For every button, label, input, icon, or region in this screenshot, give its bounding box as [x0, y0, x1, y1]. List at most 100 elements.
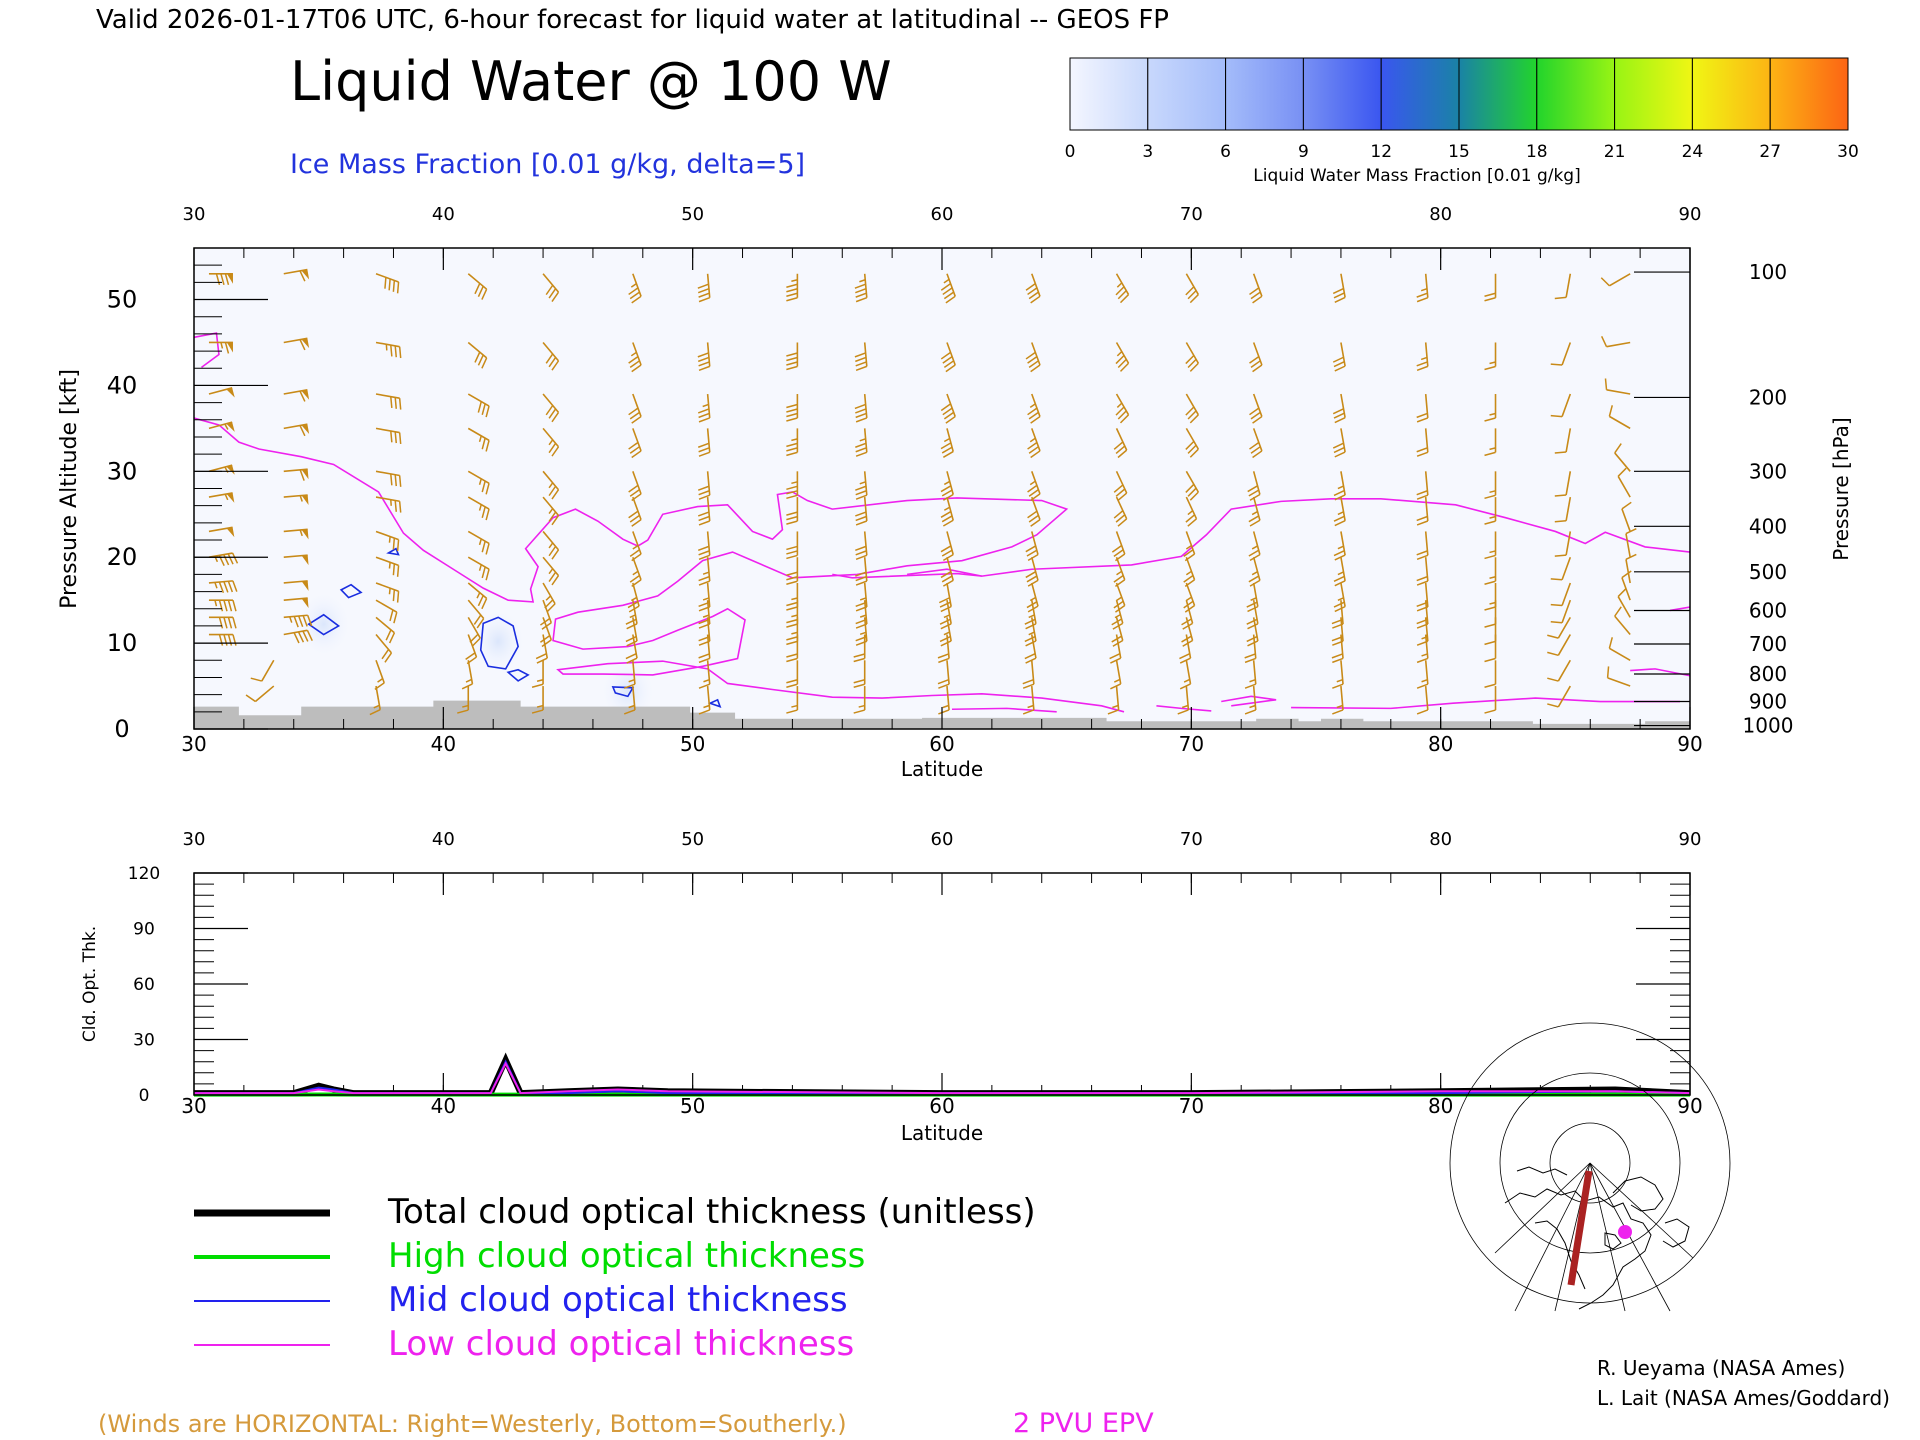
- wind-barb: [938, 582, 952, 613]
- wind-barb: [375, 341, 402, 359]
- bottom-xlabel: Latitude: [901, 1121, 983, 1145]
- credit-line-1: R. Ueyama (NASA Ames): [1597, 1356, 1845, 1380]
- wind-barb: [940, 393, 956, 424]
- wind-barb: [1547, 634, 1572, 657]
- wind-barb: [369, 685, 381, 716]
- wind-barb: [542, 273, 560, 302]
- wind-barb: [853, 686, 866, 714]
- epv-contour: [906, 568, 983, 577]
- pressure-tick-label: 400: [1749, 514, 1787, 538]
- wind-barb: [786, 531, 799, 560]
- top-xlabel: Latitude: [901, 757, 983, 781]
- wind-barb: [1333, 582, 1346, 613]
- wind-barb: [1554, 496, 1572, 523]
- wind-barb: [1484, 660, 1497, 689]
- wind-barb: [531, 660, 544, 689]
- wind-barb: [283, 614, 313, 628]
- top-x-top-tick-label: 80: [1429, 204, 1452, 225]
- colorbar-tick-label: 3: [1142, 142, 1153, 162]
- map-location-dot: [1618, 1225, 1632, 1239]
- bottom-x-top-tick-label: 70: [1180, 829, 1203, 850]
- wind-barb: [375, 634, 393, 663]
- colorbar-tick-label: 27: [1759, 142, 1781, 162]
- wind-barb: [786, 686, 799, 714]
- wind-barb: [375, 582, 400, 603]
- wind-barb: [375, 556, 400, 577]
- wind-barb: [1249, 342, 1263, 373]
- wind-barb: [1608, 405, 1631, 430]
- wind-barb: [1244, 685, 1257, 715]
- wind-barb: [542, 341, 560, 371]
- wind-barb: [854, 393, 868, 423]
- wind-barb: [283, 468, 309, 481]
- cross-section-background: [194, 248, 1690, 729]
- wind-barb: [1185, 496, 1198, 527]
- wind-barb: [625, 634, 638, 664]
- wind-barb: [375, 616, 396, 644]
- legend-label: Mid cloud optical thickness: [388, 1280, 848, 1320]
- legend-label: Total cloud optical thickness (unitless): [387, 1192, 1036, 1232]
- valid-line: Valid 2026-01-17T06 UTC, 6-hour forecast…: [96, 5, 1169, 35]
- wind-barb: [208, 599, 237, 612]
- wind-barb: [283, 629, 313, 644]
- bottom-x-top-tick-label: 50: [681, 829, 704, 850]
- wind-barb: [457, 686, 470, 714]
- bottom-x-tick-label: 90: [1677, 1094, 1702, 1118]
- wind-barb: [940, 273, 956, 304]
- wind-barb: [1416, 634, 1429, 664]
- wind-barb: [1606, 666, 1631, 687]
- colorbar-cell: [1302, 57, 1382, 131]
- wind-barb: [854, 342, 868, 372]
- wind-barb: [1113, 496, 1128, 527]
- colorbar-tick-label: 30: [1837, 142, 1859, 162]
- wind-barb: [208, 526, 235, 538]
- wind-barb: [375, 273, 400, 294]
- top-x-tick-label: 50: [680, 732, 705, 756]
- ice-contour: [479, 616, 519, 670]
- map-coastlines: [1504, 1166, 1690, 1310]
- colorbar-cell: [1536, 57, 1616, 131]
- wind-barb: [1600, 336, 1631, 348]
- wind-barb: [1550, 556, 1572, 581]
- wind-barb: [786, 394, 799, 422]
- wind-barb: [786, 660, 799, 689]
- wind-barb: [1248, 557, 1261, 587]
- wind-barb: [1248, 496, 1261, 527]
- pressure-tick-label: 700: [1749, 632, 1787, 656]
- wind-barb: [467, 599, 485, 629]
- wind-barb: [855, 531, 868, 561]
- wind-barb: [1547, 659, 1572, 682]
- wind-barb: [1554, 428, 1572, 454]
- wind-barb: [1115, 393, 1130, 424]
- epv-contour: [1221, 695, 1277, 707]
- wind-barb: [939, 617, 952, 647]
- wind-barb: [1179, 634, 1192, 664]
- wind-barb: [855, 557, 868, 586]
- wind-barb: [283, 554, 309, 566]
- wind-barb: [940, 428, 954, 458]
- top-y-tick-label: 10: [107, 629, 138, 657]
- wind-barb: [1024, 617, 1037, 647]
- wind-barb: [1248, 531, 1261, 562]
- wind-barb: [1608, 637, 1631, 661]
- bottom-y-tick-label: 30: [133, 1031, 155, 1051]
- wind-barb: [1550, 582, 1572, 607]
- wind-barb: [1332, 660, 1344, 689]
- bottom-x-tick-label: 40: [431, 1094, 456, 1118]
- wind-barb: [1617, 587, 1631, 618]
- wind-barb: [1115, 273, 1130, 304]
- wind-barb: [625, 617, 638, 647]
- wind-barb: [1025, 342, 1041, 373]
- wind-barb: [697, 342, 711, 372]
- wind-barb: [1550, 599, 1572, 624]
- top-x-top-tick-label: 50: [681, 204, 704, 225]
- bottom-y-tick-label: 60: [133, 975, 155, 995]
- ice-contour: [707, 698, 722, 708]
- epv-contour: [193, 332, 220, 369]
- colorbar-label: Liquid Water Mass Fraction [0.01 g/kg]: [1253, 166, 1580, 186]
- wind-barb: [628, 273, 642, 304]
- bottom-y-tick-label: 0: [139, 1086, 150, 1106]
- wind-barb: [1554, 471, 1572, 497]
- epv-contour: [1291, 697, 1681, 710]
- wind-barb: [1246, 600, 1259, 630]
